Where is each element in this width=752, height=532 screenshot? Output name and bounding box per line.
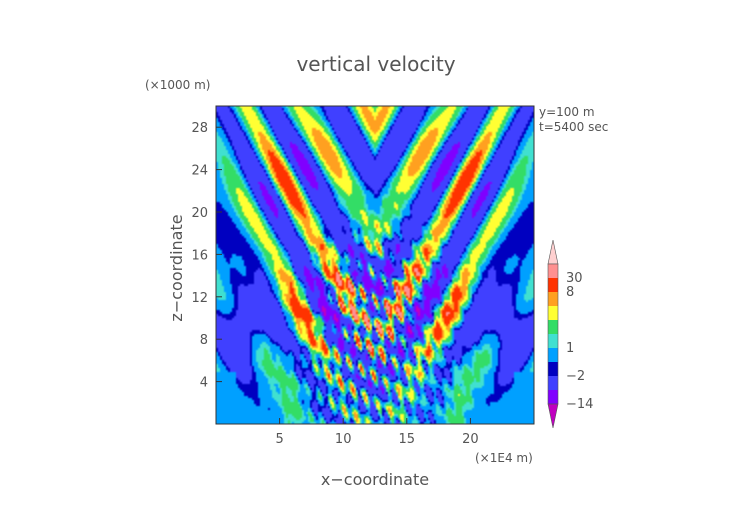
colorbar-tick-label: 30 — [566, 271, 583, 286]
y-axis-ticks: 4 8 12 16 20 24 28 — [191, 121, 222, 391]
x-axis-label: x−coordinate — [321, 470, 429, 489]
x-tick-label: 15 — [399, 432, 416, 447]
colorbar-min-arrow — [547, 403, 559, 429]
y-tick-label: 8 — [200, 333, 208, 348]
colorbar-swatch — [548, 306, 558, 321]
plot-frame — [215, 105, 535, 425]
colorbar-swatch — [548, 320, 558, 335]
y-tick-label: 4 — [200, 376, 208, 391]
y-tick-label: 12 — [191, 291, 208, 306]
colorbar-tick-label: −14 — [566, 397, 593, 412]
colorbar-swatch — [548, 390, 558, 405]
velocity-field — [216, 106, 534, 424]
colorbar: 308 1 −2 −14 — [547, 239, 593, 429]
colorbar-swatch — [548, 292, 558, 307]
y-tick-label: 20 — [191, 206, 208, 221]
x-tick-label: 10 — [335, 432, 352, 447]
colorbar-swatch — [548, 334, 558, 349]
colorbar-tick-label: −2 — [566, 369, 585, 384]
colorbar-tick-label: 1 — [566, 341, 574, 356]
y-tick-label: 24 — [191, 164, 208, 179]
y-axis-label: z−coordinate — [167, 214, 186, 321]
colorbar-frame — [547, 263, 559, 405]
colorbar-swatch — [548, 376, 558, 391]
velocity-field-image — [216, 106, 534, 424]
y-unit-label: (×1000 m) — [145, 78, 210, 92]
colorbar-swatch — [548, 362, 558, 377]
x-tick-label: 5 — [275, 432, 283, 447]
colorbar-max-arrow — [547, 239, 559, 265]
annotation-t: t=5400 sec — [539, 120, 608, 134]
chart-title: vertical velocity — [296, 52, 455, 76]
x-axis-ticks: 5 10 15 20 — [275, 418, 479, 447]
colorbar-swatch — [548, 278, 558, 293]
y-tick-label: 28 — [191, 121, 208, 136]
colorbar-swatch — [548, 264, 558, 279]
annotation-y: y=100 m — [539, 105, 595, 119]
y-tick-label: 16 — [191, 248, 208, 263]
x-unit-label: (×1E4 m) — [475, 451, 533, 465]
colorbar-tick-label: 8 — [566, 285, 574, 300]
colorbar-swatch — [548, 348, 558, 363]
x-tick-label: 20 — [462, 432, 479, 447]
